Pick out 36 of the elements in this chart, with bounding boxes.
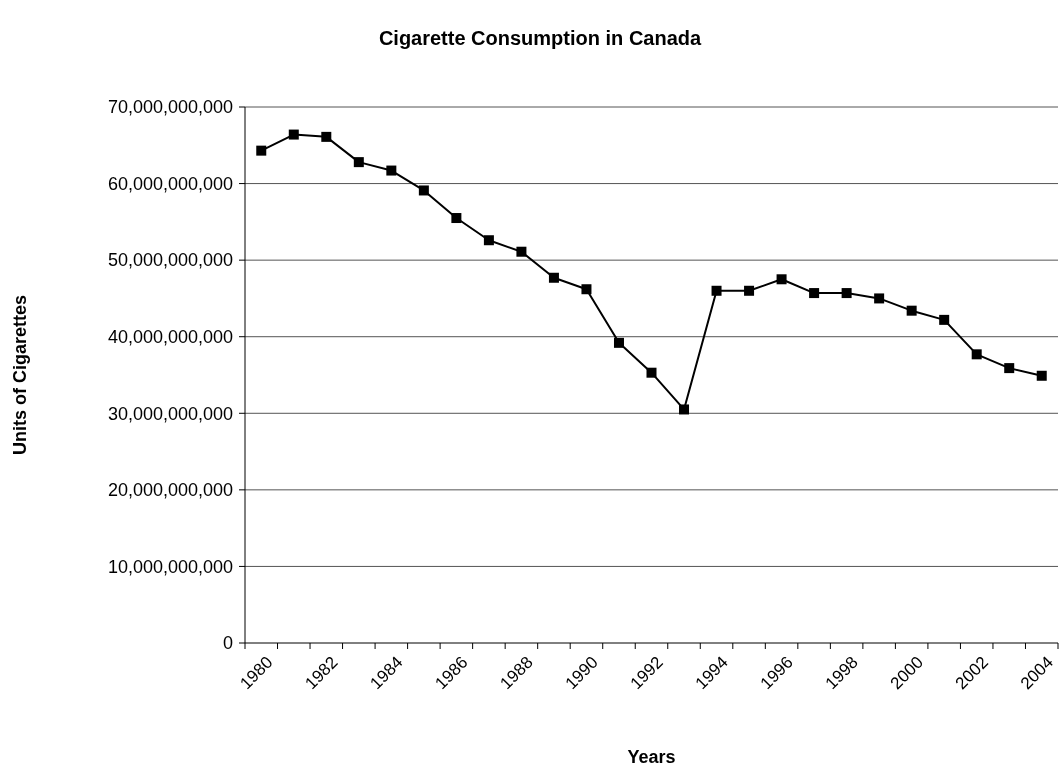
y-tick-label: 30,000,000,000 <box>107 403 233 424</box>
point <box>581 284 592 295</box>
point <box>516 246 527 257</box>
point <box>353 157 364 168</box>
x-axis-title: Years <box>627 747 676 767</box>
point <box>646 367 657 378</box>
point <box>939 314 950 325</box>
point <box>841 288 852 299</box>
point <box>321 131 332 142</box>
point <box>906 305 917 316</box>
point <box>679 404 690 415</box>
chart-title: Cigarette Consumption in Canada <box>378 27 702 49</box>
y-tick-label: 10,000,000,000 <box>107 556 233 577</box>
point <box>744 285 755 296</box>
point <box>1036 370 1047 381</box>
y-axis-title: Units of Cigarettes <box>10 294 30 456</box>
point <box>1004 363 1015 374</box>
y-tick-label: 50,000,000,000 <box>107 250 233 271</box>
point <box>418 185 429 196</box>
point <box>548 272 559 283</box>
point <box>256 145 267 156</box>
y-tick-label: 40,000,000,000 <box>107 327 233 348</box>
point <box>971 349 982 360</box>
point <box>483 235 494 246</box>
y-tick-label: 20,000,000,000 <box>107 480 233 501</box>
point <box>451 213 462 224</box>
y-tick-label: 0 <box>222 633 233 654</box>
point <box>809 288 820 299</box>
point <box>711 285 722 296</box>
point <box>874 293 885 304</box>
y-tick-label: 70,000,000,000 <box>107 97 233 118</box>
point <box>613 337 624 348</box>
point <box>288 129 299 140</box>
y-tick-label: 60,000,000,000 <box>107 173 233 194</box>
point <box>386 165 397 176</box>
point <box>776 274 787 285</box>
